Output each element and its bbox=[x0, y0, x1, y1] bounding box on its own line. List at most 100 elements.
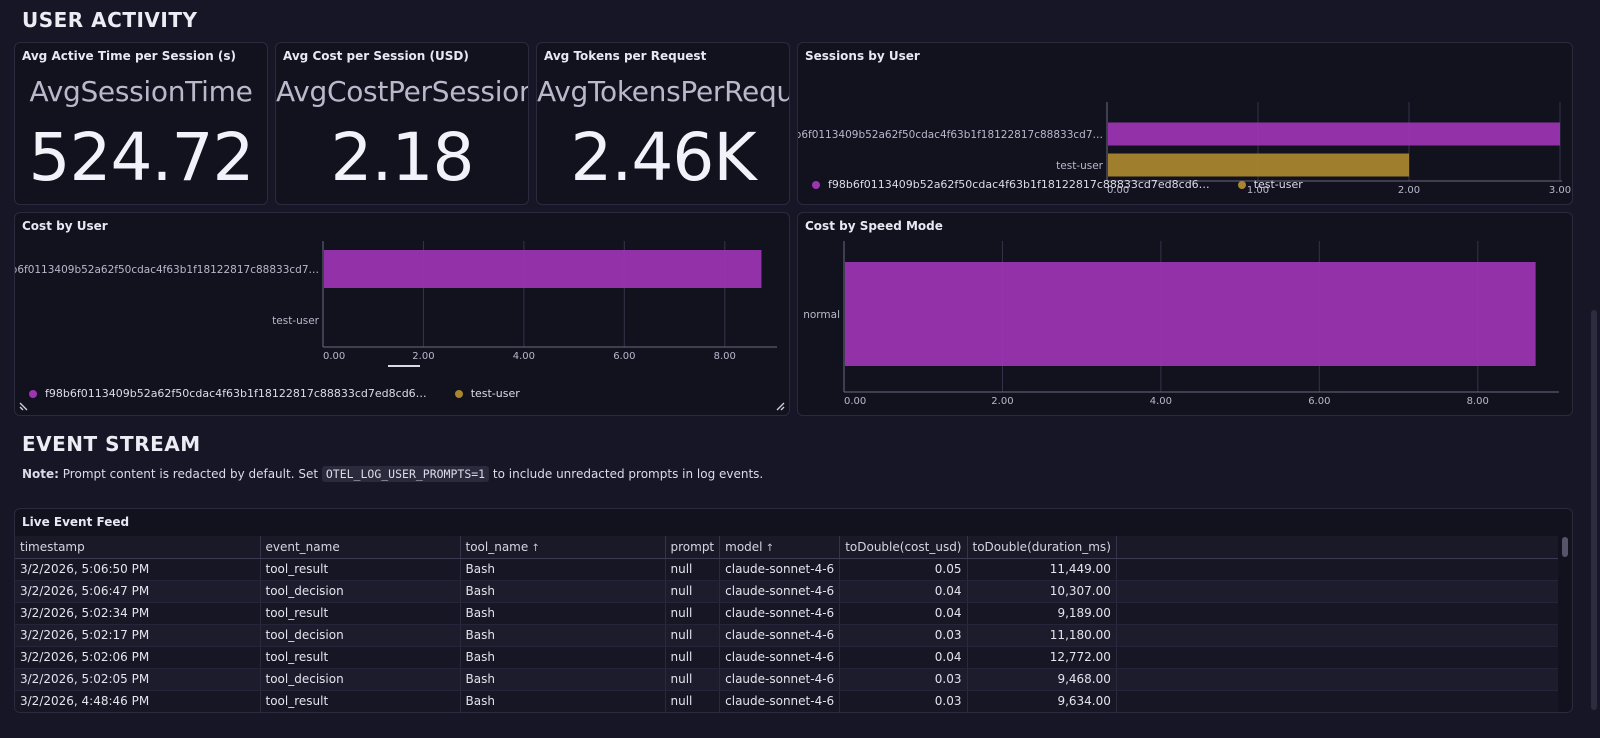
column-header-prompt[interactable]: prompt bbox=[665, 536, 721, 559]
stat-value: 524.72 bbox=[28, 119, 255, 196]
panel-title: Sessions by User bbox=[805, 49, 920, 63]
y-category-label: f98b6f0113409b52a62f50cdac4f63b1f1812281… bbox=[798, 129, 1103, 141]
legend-item-user2[interactable]: test-user bbox=[1237, 178, 1303, 191]
x-tick-label: 3.00 bbox=[1549, 185, 1571, 196]
event-table: timestamp event_name tool_name ↑ prompt mode… bbox=[15, 536, 1558, 712]
bar[interactable] bbox=[1108, 153, 1409, 177]
table-row[interactable]: 3/2/2026, 5:02:05 PM tool_decision Bash nul… bbox=[15, 668, 1558, 691]
legend-label: f98b6f0113409b52a62f50cdac4f63b1f1812281… bbox=[45, 387, 427, 400]
table-cell: Bash bbox=[460, 602, 666, 625]
panel-sessions-by-user[interactable]: Sessions by User 0.00 1.00 2.00 3.00 f98b6f0… bbox=[797, 42, 1573, 205]
table-scrollbar[interactable] bbox=[1562, 537, 1568, 557]
table-row[interactable]: 3/2/2026, 4:48:46 PM tool_result Bash null c… bbox=[15, 690, 1558, 712]
table-row[interactable]: 3/2/2026, 5:02:34 PM tool_result Bash null c… bbox=[15, 602, 1558, 625]
legend-item-user1[interactable]: f98b6f0113409b52a62f50cdac4f63b1f1812281… bbox=[29, 387, 427, 400]
table-cell-filler bbox=[1116, 580, 1558, 603]
table-cell: tool_result bbox=[260, 646, 461, 669]
sessions-legend: f98b6f0113409b52a62f50cdac4f63b1f1812281… bbox=[812, 178, 1303, 191]
table-cell: 0.04 bbox=[839, 602, 968, 625]
table-cell: null bbox=[665, 558, 721, 581]
x-tick-label: 0.00 bbox=[844, 396, 866, 407]
x-tick-label: 0.00 bbox=[1107, 185, 1129, 196]
panel-title: Avg Active Time per Session (s) bbox=[22, 49, 237, 63]
table-cell: tool_decision bbox=[260, 668, 461, 691]
table-row[interactable]: 3/2/2026, 5:06:50 PM tool_result Bash null c… bbox=[15, 558, 1558, 581]
column-header-timestamp[interactable]: timestamp bbox=[15, 536, 261, 559]
x-tick-label: 8.00 bbox=[1467, 396, 1489, 407]
table-cell: tool_result bbox=[260, 602, 461, 625]
table-cell-filler bbox=[1116, 624, 1558, 647]
stat-panel-session-time[interactable]: Avg Active Time per Session (s) AvgSessi… bbox=[14, 42, 268, 205]
x-tick-label: 0.00 bbox=[323, 351, 345, 362]
table-cell: Bash bbox=[460, 580, 666, 603]
table-cell: 12,772.00 bbox=[967, 646, 1117, 669]
x-tick-label: 2.00 bbox=[412, 351, 434, 362]
table-cell: claude-sonnet-4-6 bbox=[719, 602, 841, 625]
column-header-tool-name[interactable]: tool_name ↑ bbox=[460, 536, 666, 559]
table-cell: claude-sonnet-4-6 bbox=[719, 558, 841, 581]
panel-title: Avg Tokens per Request bbox=[544, 49, 707, 63]
cost-speed-chart: 0.00 2.00 4.00 6.00 8.00 normal bbox=[803, 241, 1559, 407]
table-cell: claude-sonnet-4-6 bbox=[719, 668, 841, 691]
column-header-todouble-duration-ms-[interactable]: toDouble(duration_ms) bbox=[967, 536, 1117, 559]
y-category-label: test-user bbox=[1056, 160, 1104, 172]
note-label: Note: bbox=[22, 467, 59, 481]
y-category-label: normal bbox=[803, 309, 840, 321]
x-tick-label: 8.00 bbox=[714, 351, 736, 362]
x-tick-label: 4.00 bbox=[1150, 396, 1172, 407]
table-cell: 9,189.00 bbox=[967, 602, 1117, 625]
y-category-label: f98b6f0113409b52a62f50cdac4f63b1f1812281… bbox=[15, 264, 319, 276]
x-tick-label: 4.00 bbox=[513, 351, 535, 362]
legend-dot bbox=[29, 389, 37, 398]
table-cell-filler bbox=[1116, 602, 1558, 625]
table-cell: 0.03 bbox=[839, 690, 968, 712]
bar[interactable] bbox=[845, 262, 1536, 366]
section-title-user-activity: USER ACTIVITY bbox=[22, 8, 198, 32]
table-row[interactable]: 3/2/2026, 5:06:47 PM tool_decision Bash nul… bbox=[15, 580, 1558, 603]
table-cell: 9,468.00 bbox=[967, 668, 1117, 691]
resize-handle-left-icon[interactable] bbox=[19, 399, 31, 411]
table-cell: 3/2/2026, 5:06:47 PM bbox=[15, 580, 261, 603]
legend-item-user2[interactable]: test-user bbox=[454, 387, 520, 400]
page-scrollbar[interactable] bbox=[1591, 310, 1597, 710]
table-cell: 0.03 bbox=[839, 624, 968, 647]
panel-live-event-feed[interactable]: Live Event Feed timestamp event_name tool_… bbox=[14, 508, 1573, 713]
table-cell-filler bbox=[1116, 558, 1558, 581]
panel-cost-by-user[interactable]: Cost by User 0.00 2.00 4.00 6.00 8.00 f98b6f0… bbox=[14, 212, 790, 416]
table-cell: tool_result bbox=[260, 558, 461, 581]
legend-dot bbox=[812, 180, 820, 189]
stat-name: AvgTokensPerRequest bbox=[537, 75, 789, 108]
sort-asc-icon[interactable]: ↑ bbox=[528, 542, 540, 554]
table-cell: 3/2/2026, 5:02:34 PM bbox=[15, 602, 261, 625]
table-header-row: timestamp event_name tool_name ↑ prompt mode… bbox=[15, 536, 1558, 559]
column-header-event-name[interactable]: event_name bbox=[260, 536, 461, 559]
table-cell: Bash bbox=[460, 624, 666, 647]
table-cell-filler bbox=[1116, 668, 1558, 691]
resize-handle-right-icon[interactable] bbox=[773, 399, 785, 411]
panel-cost-by-speed-mode[interactable]: Cost by Speed Mode 0.00 2.00 4.00 6.00 8.00 n… bbox=[797, 212, 1573, 416]
table-cell: null bbox=[665, 690, 721, 712]
table-cell: 3/2/2026, 5:02:17 PM bbox=[15, 624, 261, 647]
y-category-label: test-user bbox=[272, 315, 320, 327]
bar[interactable] bbox=[324, 250, 762, 288]
column-header-todouble-cost-usd-[interactable]: toDouble(cost_usd) bbox=[839, 536, 968, 559]
table-cell: claude-sonnet-4-6 bbox=[719, 580, 841, 603]
sessions-chart: 0.00 1.00 2.00 3.00 f98b6f0113409b52a62f50cd… bbox=[798, 102, 1571, 196]
stat-panel-cost-per-session[interactable]: Avg Cost per Session (USD) AvgCostPerSes… bbox=[275, 42, 529, 205]
table-cell: 3/2/2026, 5:06:50 PM bbox=[15, 558, 261, 581]
panel-title: Cost by User bbox=[22, 219, 108, 233]
table-cell: tool_decision bbox=[260, 624, 461, 647]
table-cell: 0.04 bbox=[839, 646, 968, 669]
table-row[interactable]: 3/2/2026, 5:02:06 PM tool_result Bash null c… bbox=[15, 646, 1558, 669]
stat-panel-tokens-per-request[interactable]: Avg Tokens per Request AvgTokensPerReque… bbox=[536, 42, 790, 205]
x-tick-label: 2.00 bbox=[1398, 185, 1420, 196]
stat-value: 2.18 bbox=[330, 119, 475, 196]
legend-item-user1[interactable]: f98b6f0113409b52a62f50cdac4f63b1f1812281… bbox=[812, 178, 1210, 191]
table-cell: tool_result bbox=[260, 690, 461, 712]
sort-asc-icon[interactable]: ↑ bbox=[762, 542, 775, 554]
table-row[interactable]: 3/2/2026, 5:02:17 PM tool_decision Bash nul… bbox=[15, 624, 1558, 647]
table-cell: Bash bbox=[460, 558, 666, 581]
column-header-filler bbox=[1116, 536, 1558, 559]
column-header-model[interactable]: model ↑ bbox=[719, 536, 841, 559]
bar[interactable] bbox=[1108, 122, 1560, 146]
